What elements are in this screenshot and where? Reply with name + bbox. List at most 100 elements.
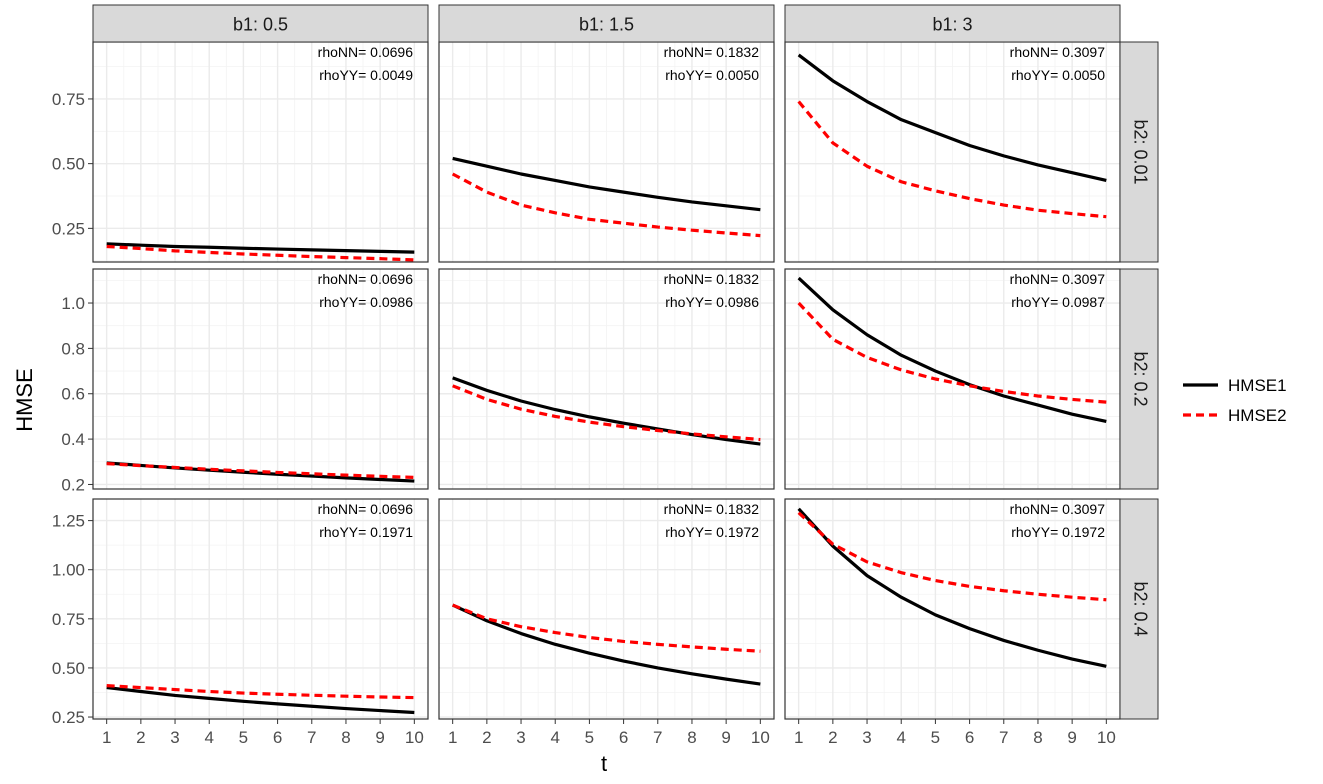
- panel-annotation: rhoYY= 0.1972: [1011, 524, 1105, 540]
- facet-strip-column-label: b1: 1.5: [579, 15, 634, 35]
- facet-panel: rhoNN= 0.3097 rhoYY= 0.0050: [784, 41, 1121, 263]
- x-tick-label: 7: [307, 728, 316, 747]
- series-line-hmse1: [106, 242, 415, 254]
- series-line-hmse1: [797, 507, 1107, 668]
- series-line-hmse2: [797, 301, 1107, 404]
- x-tick-label: 2: [482, 728, 491, 747]
- panel-annotation: rhoYY= 0.0986: [665, 294, 759, 310]
- facet-strip-row-label: b2: 0.2: [1130, 351, 1150, 406]
- panel-annotation: rhoNN= 0.3097: [1010, 271, 1106, 287]
- y-tick-label: 0.50: [52, 659, 85, 678]
- axes-layer: 0.25 0.50 0.75 0.2 0.4 0.6 0.8 1.0 0.25 0.50 0.75 1…: [52, 90, 1116, 747]
- panel-annotation: rhoYY= 0.0050: [665, 67, 759, 83]
- facet-panel: rhoNN= 0.3097 rhoYY= 0.1972: [784, 498, 1121, 720]
- panel-annotation: rhoNN= 0.1832: [664, 501, 760, 517]
- series-line-hmse2: [797, 511, 1107, 602]
- x-tick-label: 7: [999, 728, 1008, 747]
- legend: HMSE1 HMSE2: [1183, 376, 1287, 425]
- x-tick-label: 1: [448, 728, 457, 747]
- y-tick-label: 0.50: [52, 155, 85, 174]
- facet-panel: rhoNN= 0.1832 rhoYY= 0.0986: [438, 268, 775, 490]
- y-tick-label: 0.25: [52, 219, 85, 238]
- x-tick-label: 8: [341, 728, 350, 747]
- x-tick-label: 6: [619, 728, 628, 747]
- y-tick-label: 0.75: [52, 610, 85, 629]
- x-axis-title: t: [601, 751, 607, 776]
- y-tick-label: 1.00: [52, 561, 85, 580]
- series-line-hmse1: [106, 685, 415, 715]
- facet-strip-row: [1119, 268, 1159, 490]
- panel-border: [438, 498, 775, 720]
- facet-panel: rhoNN= 0.0696 rhoYY= 0.0986: [92, 268, 429, 490]
- facet-panel: rhoNN= 0.0696 rhoYY= 0.0049: [92, 41, 429, 263]
- y-tick-label: 1.0: [61, 294, 85, 313]
- panel-border: [92, 498, 429, 720]
- series-line-hmse1: [452, 376, 761, 446]
- panel-annotation: rhoYY= 0.0986: [319, 294, 413, 310]
- panel-annotation: rhoNN= 0.3097: [1010, 44, 1106, 60]
- y-tick-label: 0.2: [61, 475, 85, 494]
- x-tick-label: 9: [1067, 728, 1076, 747]
- x-tick-label: 9: [375, 728, 384, 747]
- x-tick-label: 9: [721, 728, 730, 747]
- x-tick-label: 4: [896, 728, 905, 747]
- facet-panel: rhoNN= 0.3097 rhoYY= 0.0987: [784, 268, 1121, 490]
- facet-strip-column: [92, 4, 429, 43]
- x-tick-label: 4: [550, 728, 559, 747]
- y-axis-title: HMSE: [12, 368, 37, 432]
- x-tick-label: 10: [405, 728, 424, 747]
- panel-annotation: rhoNN= 0.3097: [1010, 501, 1106, 517]
- x-tick-label: 4: [204, 728, 213, 747]
- x-tick-label: 8: [1033, 728, 1042, 747]
- facet-strip-row: [1119, 41, 1159, 263]
- series-line-hmse2: [452, 384, 761, 442]
- panel-annotation: rhoNN= 0.1832: [664, 44, 760, 60]
- facet-strip-column-label: b1: 3: [932, 15, 972, 35]
- x-tick-label: 10: [751, 728, 770, 747]
- series-line-hmse1: [452, 156, 761, 212]
- legend-label: HMSE1: [1228, 376, 1287, 395]
- series-line-hmse1: [797, 53, 1107, 183]
- x-tick-label: 5: [585, 728, 594, 747]
- facet-strip-column: [784, 4, 1121, 43]
- facet-panel: rhoNN= 0.0696 rhoYY= 0.1971: [92, 498, 429, 720]
- x-tick-label: 6: [273, 728, 282, 747]
- panel-annotation: rhoYY= 0.1971: [319, 524, 413, 540]
- panel-border: [438, 268, 775, 490]
- y-tick-label: 0.75: [52, 90, 85, 109]
- facet-strip-row-label: b2: 0.4: [1130, 581, 1150, 636]
- x-tick-label: 1: [102, 728, 111, 747]
- x-tick-label: 1: [794, 728, 803, 747]
- panel-annotation: rhoNN= 0.0696: [318, 271, 414, 287]
- y-tick-label: 0.4: [61, 430, 85, 449]
- x-tick-label: 5: [239, 728, 248, 747]
- x-tick-label: 2: [136, 728, 145, 747]
- facet-strip-column-label: b1: 0.5: [233, 15, 288, 35]
- panel-annotation: rhoYY= 0.0987: [1011, 294, 1105, 310]
- panel-annotation: rhoYY= 0.1972: [665, 524, 759, 540]
- panel-annotation: rhoYY= 0.0050: [1011, 67, 1105, 83]
- y-tick-label: 0.8: [61, 339, 85, 358]
- x-tick-label: 3: [862, 728, 871, 747]
- panel-annotation: rhoNN= 0.0696: [318, 44, 414, 60]
- series-line-hmse2: [451, 172, 761, 238]
- x-tick-label: 3: [516, 728, 525, 747]
- strips-layer: b1: 0.5 b1: 1.5 b1: 3 b2: 0.01 b2: 0.2 b2: 0.…: [92, 4, 1159, 720]
- y-tick-label: 0.25: [52, 708, 85, 727]
- panel-annotation: rhoNN= 0.1832: [664, 271, 760, 287]
- y-tick-label: 1.25: [52, 512, 85, 531]
- x-tick-label: 6: [965, 728, 974, 747]
- series-line-hmse1: [106, 461, 415, 483]
- series-line-hmse2: [452, 603, 761, 653]
- facet-panel: rhoNN= 0.1832 rhoYY= 0.1972: [438, 498, 775, 720]
- panel-border: [92, 268, 429, 490]
- x-tick-label: 8: [687, 728, 696, 747]
- x-tick-label: 10: [1097, 728, 1116, 747]
- legend-label: HMSE2: [1228, 406, 1287, 425]
- facet-strip-row: [1119, 498, 1159, 720]
- x-tick-label: 2: [828, 728, 837, 747]
- facet-strip-column: [438, 4, 775, 43]
